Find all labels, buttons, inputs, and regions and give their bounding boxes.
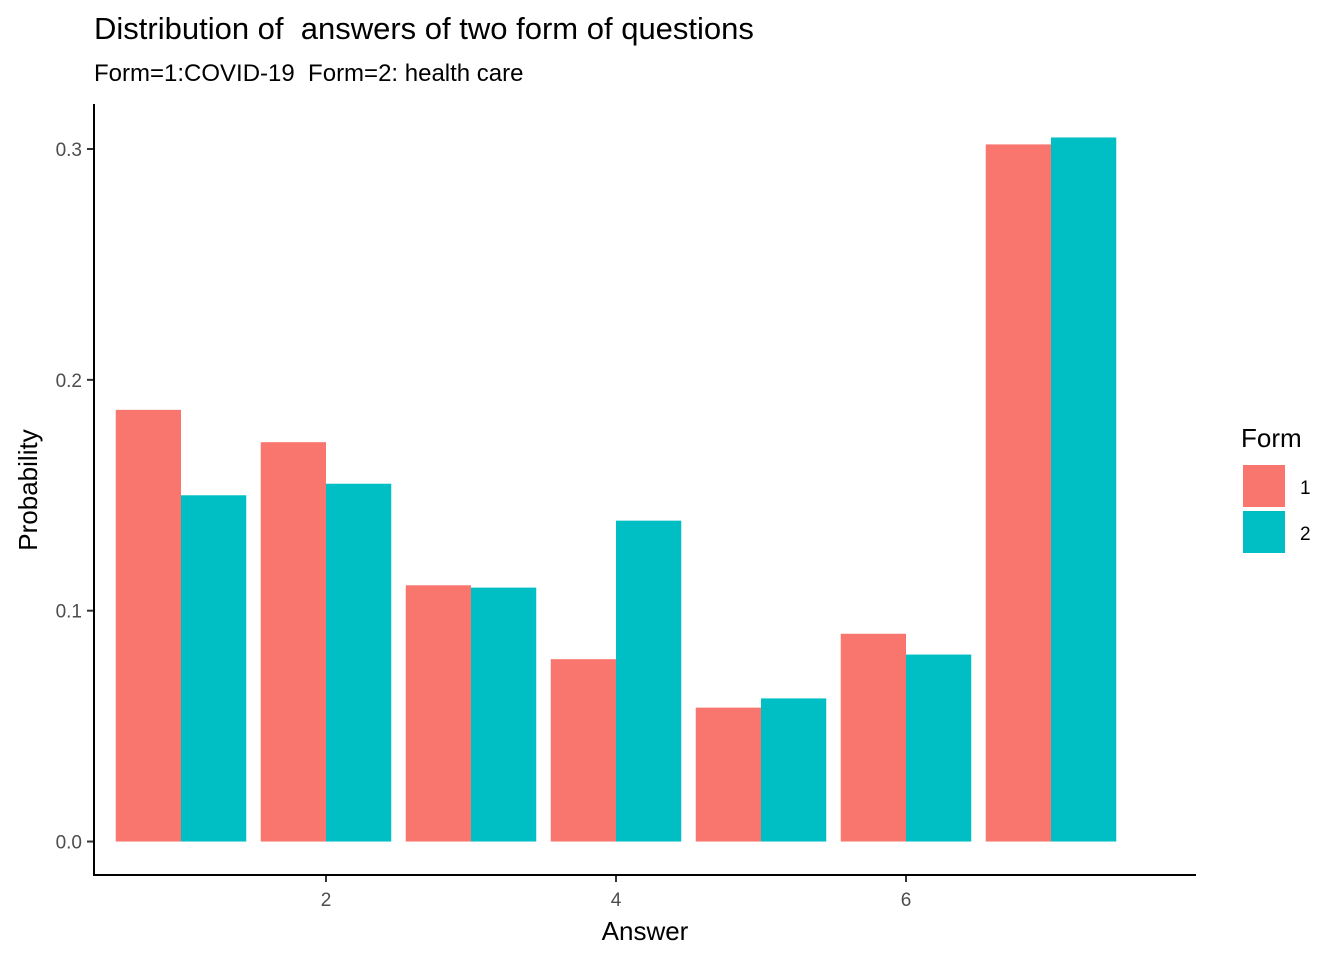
x-tick-label: 4 [611, 890, 622, 911]
chart-title: Distribution of answers of two form of q… [94, 11, 754, 46]
y-axis-ticks: 0.0 0.1 0.2 0.3 [56, 140, 94, 854]
bar-form2-answer1 [181, 495, 247, 842]
bar-form2-answer7 [1051, 137, 1117, 842]
y-axis-title: Probability [13, 429, 43, 550]
x-axis-ticks: 2 4 6 [321, 875, 912, 911]
bar-form2-answer2 [326, 483, 392, 842]
bar-form1-answer2 [260, 442, 326, 842]
bar-form1-answer4 [550, 659, 616, 842]
bar-form2-answer3 [471, 587, 537, 842]
legend-key-2 [1243, 511, 1285, 553]
legend-label-2: 2 [1300, 524, 1311, 545]
legend-label-1: 1 [1300, 478, 1311, 499]
y-tick-label: 0.0 [56, 833, 82, 854]
legend: Form 1 2 [1241, 423, 1311, 553]
bar-form1-answer1 [115, 409, 181, 842]
bar-form1-answer3 [405, 585, 471, 842]
y-tick-label: 0.3 [56, 140, 82, 161]
bar-form1-answer6 [840, 633, 906, 842]
bar-form1-answer5 [695, 707, 761, 842]
y-tick-label: 0.2 [56, 371, 82, 392]
x-tick-label: 6 [901, 890, 912, 911]
bar-form2-answer4 [616, 520, 682, 842]
bars-group [115, 137, 1117, 842]
x-tick-label: 2 [321, 890, 332, 911]
x-axis-title: Answer [602, 916, 689, 946]
y-tick-label: 0.1 [56, 602, 82, 623]
bar-form2-answer6 [906, 654, 972, 842]
legend-title: Form [1241, 423, 1302, 453]
chart-subtitle: Form=1:COVID-19 Form=2: health care [94, 60, 524, 87]
bar-form2-answer5 [761, 698, 827, 842]
legend-key-1 [1243, 465, 1285, 507]
bar-form1-answer7 [985, 144, 1051, 842]
